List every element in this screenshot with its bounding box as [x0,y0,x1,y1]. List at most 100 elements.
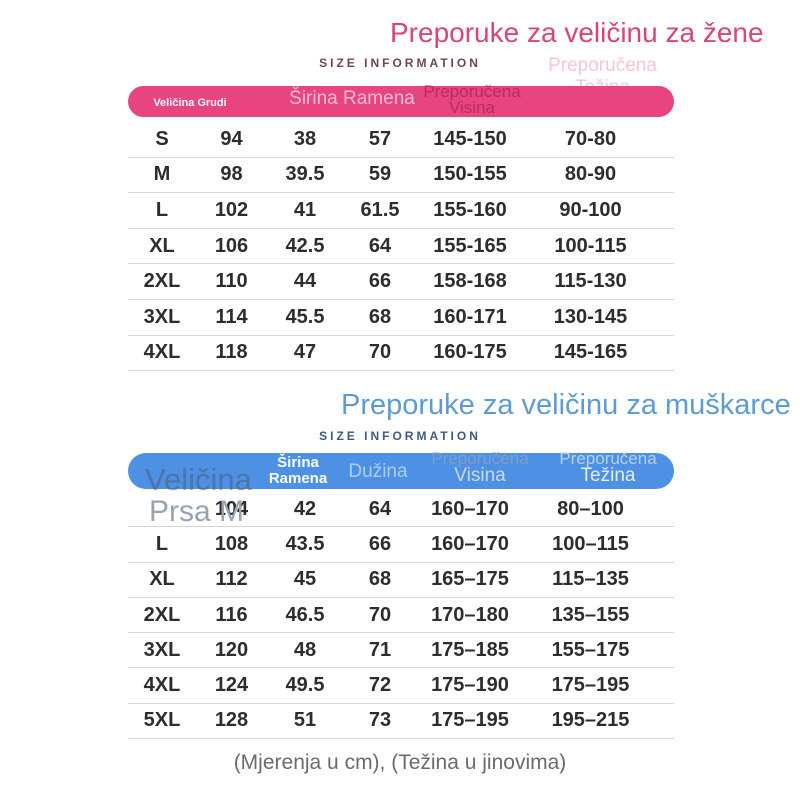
women-height-header-line1: Preporučena [423,82,521,101]
table-cell: 2XL [143,270,181,293]
table-row: 3XL 120 48 71 175–185 155–175 [128,633,674,669]
table-cell: 80–100 [557,497,624,520]
table-cell: 158-168 [433,270,507,293]
table-row: 104 42 64 160–170 80–100 [128,492,674,528]
table-cell: 59 [368,163,392,186]
women-size-chest-column-header: Veličina Grudi [153,97,227,109]
men-table-header-bar [128,453,674,489]
table-cell: 160-175 [433,341,507,364]
table-row: 3XL 114 45.5 68 160-171 130-145 [128,300,674,336]
table-cell: 124 [214,674,249,697]
table-row: L 108 43.5 66 160–170 100–115 [128,527,674,563]
table-cell: 175–185 [431,638,509,661]
table-cell: 160–170 [431,497,509,520]
table-cell: 106 [214,234,249,257]
table-cell: 64 [368,497,392,520]
table-row: 4XL 124 49.5 72 175–190 175–195 [128,668,674,704]
table-cell: 70 [368,603,392,626]
men-height-header-line2: Visina [454,465,506,486]
men-size-information-label: SIZE INFORMATION [319,429,481,443]
table-cell: 155-165 [433,234,507,257]
table-cell: 114 [215,305,248,328]
table-row: M 98 39.5 59 150-155 80-90 [128,158,674,194]
table-cell: 112 [215,568,248,591]
table-cell: 71 [368,638,392,661]
table-cell: 2XL [143,603,181,626]
table-cell: 116 [215,603,248,626]
women-section-title: Preporuke za veličinu za žene [390,17,764,48]
women-size-table: S 94 38 57 145-150 70-80 M 98 39.5 59 150-155 80-90… [128,122,674,372]
table-cell: 68 [368,305,392,328]
table-cell: 118 [215,341,248,364]
table-cell: 42.5 [285,234,325,257]
men-shoulder-header-line2: Ramena [268,470,328,487]
table-cell: 100–115 [552,532,629,555]
table-cell: 155–175 [551,638,630,661]
table-cell: 195–215 [551,709,630,732]
table-cell: 45.5 [285,305,325,328]
table-cell: 115–135 [552,568,629,591]
table-row: 5XL 128 51 73 175–195 195–215 [128,704,674,740]
table-cell: 120 [214,638,249,661]
table-cell: L [155,532,169,555]
table-row: 2XL 110 44 66 158-168 115-130 [128,264,674,300]
men-weight-header-line1: Preporučena [559,449,657,468]
table-row: L 102 41 61.5 155-160 90-100 [128,193,674,229]
table-cell: 46.5 [285,603,325,626]
table-cell: XL [149,234,175,257]
table-cell: 115-130 [554,270,627,293]
table-cell: L [155,198,169,221]
table-cell: M [153,163,171,186]
table-cell: 170–180 [431,603,509,626]
men-size-column-header-ghost: Veličina [145,462,252,497]
table-cell: 57 [368,127,392,150]
table-cell: 4XL [143,674,181,697]
table-cell: 70-80 [564,127,617,150]
table-cell: 4XL [143,341,181,364]
table-cell: 5XL [143,709,181,732]
table-cell: 110 [215,270,248,293]
table-cell: S [155,127,169,150]
table-cell: 165–175 [431,568,509,591]
table-cell: 145-165 [553,341,628,364]
table-cell: 49.5 [285,674,325,697]
table-cell: 155-160 [433,198,507,221]
table-cell: 44 [293,270,317,293]
table-cell: 47 [293,341,317,364]
table-cell: 73 [368,709,392,732]
men-first-row-ghost-label: Prsa M [149,495,245,528]
table-cell: 68 [368,568,392,591]
table-cell: 72 [368,674,392,697]
women-height-header-line2: Visina [449,98,495,117]
table-cell: 135–155 [551,603,630,626]
table-cell: 90-100 [559,198,622,221]
table-row: XL 112 45 68 165–175 115–135 [128,563,674,598]
measurement-units-note: (Mjerenja u cm), (Težina u jinovima) [233,751,567,774]
table-cell: 145-150 [433,127,507,150]
table-cell: XL [149,568,175,591]
table-cell: 38 [293,127,317,150]
table-cell: 175–195 [551,674,630,697]
table-cell: 128 [214,709,249,732]
table-cell: 66 [368,532,392,555]
men-size-table: 104 42 64 160–170 80–100 L 108 43.5 66 160–170 100… [128,492,674,740]
table-cell: 100-115 [554,234,627,257]
table-cell: 39.5 [285,163,325,186]
table-cell: 42 [293,497,317,520]
table-cell: 108 [214,532,249,555]
table-row: S 94 38 57 145-150 70-80 [128,122,674,158]
men-length-column-header: Dužina [348,461,408,482]
women-weight-header-line1: Preporučena [548,55,657,76]
table-row: XL 106 42.5 64 155-165 100-115 [128,229,674,265]
table-cell: 102 [214,198,249,221]
table-cell: 64 [368,234,392,257]
men-height-column-header: Preporučena Visina [415,450,545,486]
table-row: 4XL 118 47 70 160-175 145-165 [128,336,674,372]
table-cell: 80-90 [564,163,617,186]
table-cell: 160–170 [431,532,509,555]
table-cell: 130-145 [553,305,628,328]
table-cell: 3XL [143,638,181,661]
men-weight-column-header: Preporučena Težina [543,449,673,485]
table-cell: 160-171 [433,305,507,328]
